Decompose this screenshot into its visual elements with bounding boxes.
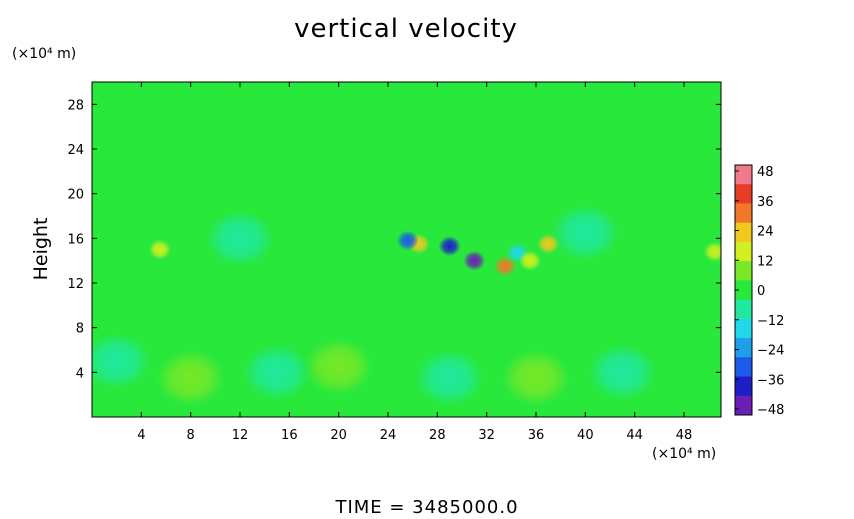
x-axis-unit: (×10⁴ m): [652, 446, 717, 462]
field-blob: [502, 349, 570, 406]
y-tick-label: 28: [67, 98, 84, 113]
colorbar-segment: [735, 338, 752, 358]
y-tick-label: 4: [76, 366, 84, 381]
y-tick-label: 8: [76, 322, 84, 337]
x-tick-label: 44: [626, 428, 643, 443]
colorbar-segment: [735, 357, 752, 378]
field-blob: [396, 230, 419, 251]
x-tick-label: 16: [281, 428, 298, 443]
colorbar-tick-label: 48: [757, 165, 774, 180]
colorbar-tick-label: −12: [757, 314, 784, 329]
colorbar-segment: [735, 299, 752, 320]
x-tick-label: 48: [676, 428, 693, 443]
colorbar-segment: [735, 184, 752, 204]
field-blob: [148, 239, 171, 260]
colorbar-segment: [735, 222, 752, 243]
x-tick-label: 12: [232, 428, 249, 443]
x-tick-label: 8: [187, 428, 195, 443]
time-label: TIME = 3485000.0: [335, 497, 519, 518]
field-blob: [415, 349, 484, 406]
field-blob: [156, 349, 225, 406]
colorbar-segment: [735, 165, 752, 185]
y-tick-label: 20: [67, 188, 84, 203]
colorbar: 48 36 24 12 0 −12 −24 −36 −48: [734, 164, 784, 418]
plot-area: [92, 82, 721, 417]
y-tick-label: 24: [67, 143, 84, 158]
colorbar-segment: [735, 395, 752, 416]
x-tick-label: 32: [478, 428, 495, 443]
field-blob: [518, 250, 541, 271]
x-tick-label: 4: [137, 428, 145, 443]
colorbar-segment: [735, 203, 752, 224]
field-blob: [494, 256, 517, 277]
colorbar-segment: [735, 280, 752, 301]
x-tick-label: 24: [380, 428, 397, 443]
plot-frame: [91, 81, 722, 418]
x-tick-label: 28: [429, 428, 446, 443]
colorbar-tick-label: −36: [757, 373, 784, 388]
y-tick-label: 16: [67, 232, 84, 247]
field-blob: [206, 210, 274, 267]
x-tick-label: 40: [577, 428, 594, 443]
x-tick-label: 20: [330, 428, 347, 443]
field-blob: [243, 344, 311, 401]
field-blob: [438, 236, 461, 257]
y-axis-unit: (×10⁴ m): [12, 46, 77, 62]
field-blob: [92, 333, 151, 390]
colorbar-tick-label: 36: [757, 195, 774, 210]
field-blob: [463, 250, 486, 271]
colorbar-tick-label: 24: [757, 225, 774, 240]
x-tick-label: 36: [528, 428, 545, 443]
colorbar-tick-label: −24: [757, 344, 784, 359]
colorbar-tick-label: −48: [757, 403, 784, 418]
colorbar-tick-label: 12: [757, 254, 774, 269]
field-blob: [588, 344, 657, 401]
field-blob: [551, 204, 620, 261]
colorbar-segment: [735, 241, 752, 262]
field-blob: [703, 241, 721, 262]
colorbar-segment: [735, 261, 752, 281]
colorbar-segment: [735, 318, 752, 339]
colorbar-tick-label: 0: [757, 284, 765, 299]
chart-title: vertical velocity: [294, 14, 518, 44]
field-blob: [304, 338, 373, 395]
y-tick-label: 12: [67, 277, 84, 292]
colorbar-segment: [735, 376, 752, 397]
